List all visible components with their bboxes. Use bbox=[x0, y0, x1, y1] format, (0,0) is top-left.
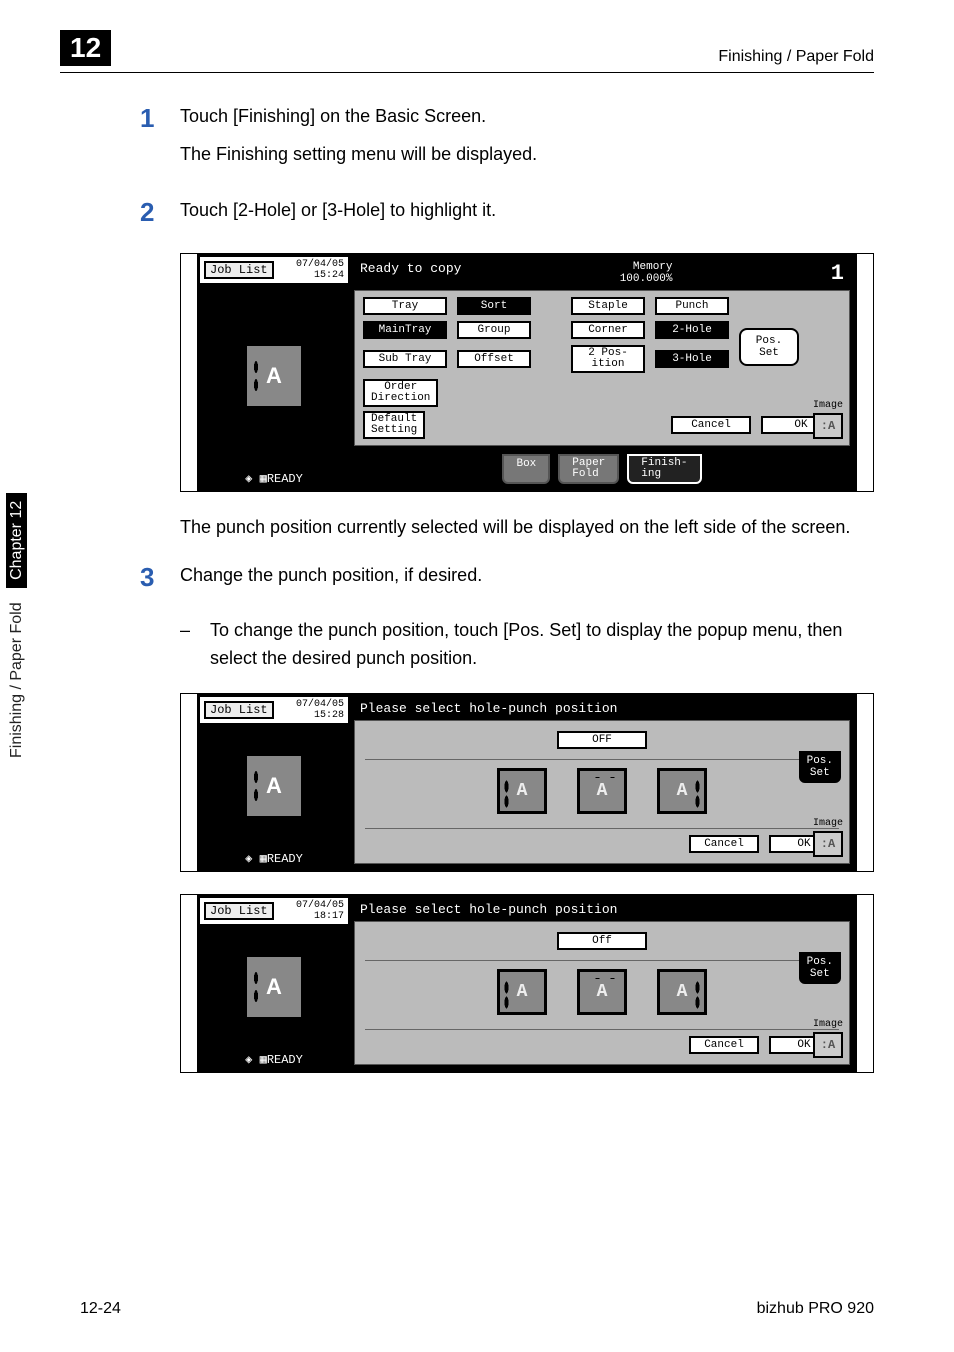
job-list-button[interactable]: Job List bbox=[204, 261, 274, 279]
shot1-time: 15:24 bbox=[314, 270, 344, 281]
btn-2position[interactable]: 2 Pos- ition bbox=[571, 345, 645, 373]
btn-default-setting[interactable]: Default Setting bbox=[363, 411, 425, 439]
orient-right-2[interactable]: A bbox=[657, 768, 707, 814]
image-badge-3: Image :A bbox=[813, 1019, 843, 1058]
bullet-1-text: To change the punch position, touch [Pos… bbox=[210, 617, 874, 673]
tab-finishing[interactable]: Finish- ing bbox=[627, 454, 701, 484]
btn-offset[interactable]: Offset bbox=[457, 350, 531, 368]
btn-3hole[interactable]: 3-Hole bbox=[655, 350, 729, 368]
step-2-num: 2 bbox=[140, 197, 180, 235]
orient-left-3[interactable]: A bbox=[497, 969, 547, 1015]
btn-cancel-2[interactable]: Cancel bbox=[689, 835, 759, 853]
tab-paperfold[interactable]: Paper Fold bbox=[558, 454, 619, 484]
side-tab: Finishing / Paper Fold Chapter 12 bbox=[8, 493, 26, 758]
btn-corner[interactable]: Corner bbox=[571, 321, 645, 339]
note-after-shot1: The punch position currently selected wi… bbox=[180, 514, 874, 542]
step-2: 2 Touch [2-Hole] or [3-Hole] to highligh… bbox=[140, 197, 874, 235]
col-sort[interactable]: Sort bbox=[457, 297, 531, 315]
orient-top-3[interactable]: A bbox=[577, 969, 627, 1015]
bullet-1: – To change the punch position, touch [P… bbox=[180, 617, 874, 673]
btn-off-3[interactable]: Off bbox=[557, 932, 647, 950]
orient-right-3[interactable]: A bbox=[657, 969, 707, 1015]
btn-subtray[interactable]: Sub Tray bbox=[363, 350, 447, 368]
btn-pos-set-3[interactable]: Pos. Set bbox=[799, 952, 841, 984]
side-title: Finishing / Paper Fold bbox=[8, 602, 25, 758]
status-bar-3: ◈ ▦READY bbox=[200, 1048, 348, 1069]
section-title: Finishing / Paper Fold bbox=[718, 48, 874, 66]
job-list-button-2[interactable]: Job List bbox=[204, 701, 274, 719]
status-bar-2: ◈ ▦READY bbox=[200, 847, 348, 868]
step-1: 1 Touch [Finishing] on the Basic Screen.… bbox=[140, 103, 874, 179]
btn-order-direction[interactable]: Order Direction bbox=[363, 379, 438, 407]
orient-left-2[interactable]: A bbox=[497, 768, 547, 814]
btn-cancel-3[interactable]: Cancel bbox=[689, 1036, 759, 1054]
btn-2hole[interactable]: 2-Hole bbox=[655, 321, 729, 339]
side-chapter: Chapter 12 bbox=[6, 493, 27, 588]
col-staple: Staple bbox=[571, 297, 645, 315]
btn-cancel[interactable]: Cancel bbox=[671, 416, 751, 434]
shot1-date: 07/04/05 bbox=[296, 259, 344, 270]
preview-area-3: A bbox=[200, 926, 348, 1048]
step-1-line2: The Finishing setting menu will be displ… bbox=[180, 141, 874, 169]
preview-area-2: A bbox=[200, 725, 348, 847]
step-3: 3 Change the punch position, if desired. bbox=[140, 562, 874, 600]
status-bar: ◈ ▦READY bbox=[200, 467, 348, 488]
preview-area: A bbox=[200, 285, 348, 467]
image-badge-2: Image :A bbox=[813, 818, 843, 857]
image-badge: Image :A bbox=[813, 400, 843, 439]
step-2-line1: Touch [2-Hole] or [3-Hole] to highlight … bbox=[180, 197, 874, 225]
col-tray: Tray bbox=[363, 297, 447, 315]
shot2-title: Please select hole-punch position bbox=[360, 701, 617, 716]
page-header: 12 Finishing / Paper Fold bbox=[60, 30, 874, 66]
section-number: 12 bbox=[60, 30, 111, 66]
shot3-title: Please select hole-punch position bbox=[360, 902, 617, 917]
btn-pos-set-2[interactable]: Pos. Set bbox=[799, 751, 841, 783]
step-1-num: 1 bbox=[140, 103, 180, 179]
shot1-title: Ready to copy bbox=[360, 261, 461, 286]
step-3-num: 3 bbox=[140, 562, 180, 600]
screenshot-2: Job List 07/04/0515:28 A ◈ ▦READY Please… bbox=[180, 693, 874, 872]
btn-group[interactable]: Group bbox=[457, 321, 531, 339]
screenshot-3: Job List 07/04/0518:17 A ◈ ▦READY Please… bbox=[180, 894, 874, 1073]
counter: 1 bbox=[831, 261, 844, 286]
orient-top-2[interactable]: A bbox=[577, 768, 627, 814]
tab-box[interactable]: Box bbox=[502, 454, 550, 484]
btn-pos-set[interactable]: Pos. Set bbox=[739, 328, 799, 366]
header-rule bbox=[60, 72, 874, 73]
job-list-button-3[interactable]: Job List bbox=[204, 902, 274, 920]
btn-off-2[interactable]: OFF bbox=[557, 731, 647, 749]
step-1-line1: Touch [Finishing] on the Basic Screen. bbox=[180, 103, 874, 131]
btn-maintray[interactable]: MainTray bbox=[363, 321, 447, 339]
step-3-line1: Change the punch position, if desired. bbox=[180, 562, 874, 590]
col-punch: Punch bbox=[655, 297, 729, 315]
page-footer: 12-24 bizhub PRO 920 bbox=[80, 1300, 874, 1318]
footer-right: bizhub PRO 920 bbox=[757, 1300, 874, 1318]
screenshot-1: Job List 07/04/0515:24 A ◈ ▦READY Ready … bbox=[180, 253, 874, 492]
footer-left: 12-24 bbox=[80, 1300, 121, 1318]
